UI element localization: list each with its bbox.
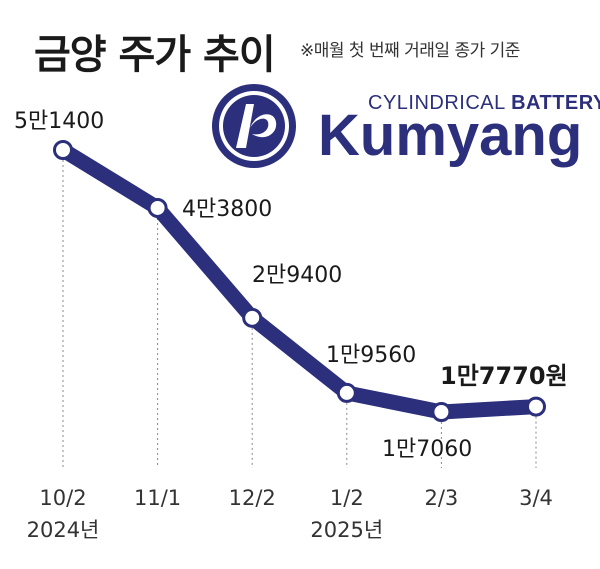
data-point-5 [526, 396, 546, 417]
data-point-0 [53, 140, 73, 160]
logo-tagline: CYLINDRICAL BATTERY [368, 92, 600, 115]
data-point-4 [431, 402, 452, 422]
data-label-1: 4만3800 [182, 197, 272, 222]
data-label-0: 5만1400 [14, 109, 104, 134]
x-tick-label-5: 3/4 [519, 486, 553, 510]
kumyang-emblem-icon [212, 84, 296, 168]
data-label-2: 2만9400 [252, 263, 342, 288]
data-label-4: 1만7060 [382, 437, 472, 462]
x-tick-label-0: 10/2 [39, 486, 86, 510]
logo-name: Kumyang [318, 103, 583, 168]
year-label-1: 2025년 [310, 518, 383, 542]
x-tick-label-1: 11/1 [134, 486, 181, 510]
data-point-2 [242, 307, 263, 328]
logo-tagline-light: CYLINDRICAL [368, 92, 512, 114]
data-point-1 [147, 197, 168, 218]
logo-tagline-bold: BATTERY [511, 92, 600, 114]
chart-title: 금양 주가 추이 [34, 32, 276, 78]
year-label-0: 2024년 [27, 518, 100, 542]
x-tick-label-3: 1/2 [330, 486, 364, 510]
kumyang-logo: CYLINDRICAL BATTERY Kumyang [210, 82, 600, 172]
x-tick-label-2: 12/2 [229, 486, 276, 510]
data-label-5: 1만7770원 [440, 362, 568, 390]
data-label-3: 1만9560 [326, 343, 416, 368]
series-line [55, 142, 544, 420]
x-tick-label-4: 2/3 [425, 486, 459, 510]
data-point-3 [336, 382, 357, 403]
chart-note: ※매월 첫 번째 거래일 종가 기준 [300, 41, 520, 61]
